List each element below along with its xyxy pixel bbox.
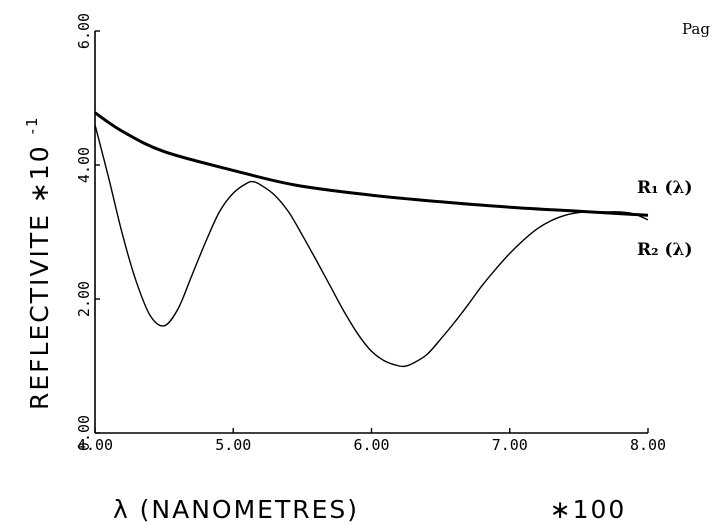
y-axis-exponent: -1 bbox=[23, 115, 41, 134]
legend-r1: R₁ (λ) bbox=[637, 178, 693, 198]
x-tick-label: 8.00 bbox=[630, 436, 666, 454]
y-tick-label: 4.00 bbox=[75, 147, 93, 183]
x-tick-label: 7.00 bbox=[492, 436, 528, 454]
series-label-r2: R₂ (λ) bbox=[637, 240, 693, 260]
y-axis-ticks: 0.00 2.00 4.00 6.00 bbox=[75, 13, 100, 451]
x-tick-label: 6.00 bbox=[353, 436, 389, 454]
legend-r2: R₂ (λ) bbox=[637, 240, 693, 260]
y-axis-label: REFLECTIVITE ∗10 bbox=[25, 144, 54, 410]
x-tick-label: 5.00 bbox=[215, 436, 251, 454]
plot-axes bbox=[94, 31, 648, 434]
series-lines bbox=[94, 111, 649, 368]
series-line-r2 bbox=[94, 124, 649, 368]
series-label-r1: R₁ (λ) bbox=[637, 178, 693, 198]
y-tick-label: 0.00 bbox=[75, 415, 93, 451]
y-axis-title: REFLECTIVITE ∗10 -1 bbox=[23, 115, 54, 410]
y-tick-label: 6.00 bbox=[75, 13, 93, 49]
page-label: Pag bbox=[682, 20, 710, 38]
x-tick-label: 4.00 bbox=[77, 436, 113, 454]
svg-text:REFLECTIVITE ∗10 -1: REFLECTIVITE ∗10 -1 bbox=[23, 115, 54, 410]
series-line-r1 bbox=[94, 111, 649, 217]
x-axis-ticks: 4.00 5.00 6.00 7.00 8.00 bbox=[77, 428, 666, 454]
y-tick-label: 2.00 bbox=[75, 281, 93, 317]
x-axis-label: λ (NANOMETRES) bbox=[113, 495, 359, 524]
x-axis-multiplier: ∗100 bbox=[550, 495, 627, 524]
